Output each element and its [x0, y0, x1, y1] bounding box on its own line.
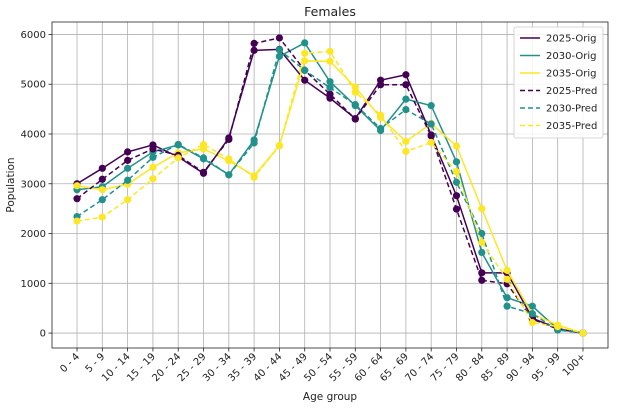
data-point — [326, 90, 334, 98]
data-point — [579, 329, 587, 337]
chart-title: Females — [304, 4, 356, 19]
series-layer — [73, 34, 587, 337]
data-point — [124, 164, 132, 172]
data-point — [503, 275, 511, 283]
data-point — [73, 217, 81, 225]
data-point — [503, 266, 511, 274]
data-point — [301, 39, 309, 47]
data-point — [250, 139, 258, 147]
data-point — [73, 195, 81, 203]
y-tick-label: 6000 — [21, 30, 46, 41]
data-point — [149, 175, 157, 183]
data-point — [452, 158, 461, 166]
data-point — [376, 124, 385, 133]
y-tick-label: 0 — [40, 329, 46, 340]
data-point — [427, 138, 435, 147]
data-point — [326, 57, 334, 65]
data-point — [275, 142, 284, 150]
data-point — [98, 175, 106, 183]
data-point — [326, 84, 334, 92]
data-point — [275, 46, 284, 54]
data-point — [149, 145, 157, 153]
legend-label: 2025-Pred — [546, 86, 597, 97]
data-point — [528, 319, 536, 327]
data-point — [149, 153, 157, 161]
data-point — [427, 102, 435, 110]
legend: 2025-Orig 2030-Orig 2035-Orig 2025-Pred 2030… — [513, 26, 604, 139]
legend-label: 2030-Orig — [546, 51, 596, 62]
data-point — [225, 171, 233, 179]
data-point — [402, 105, 410, 114]
data-point — [478, 238, 486, 247]
y-tick-label: 4000 — [21, 129, 46, 140]
data-point — [225, 155, 233, 163]
y-tick-label: 5000 — [21, 80, 46, 91]
data-point — [98, 213, 106, 221]
data-point — [73, 182, 81, 190]
data-point — [452, 205, 461, 213]
data-point — [528, 310, 536, 318]
data-point — [402, 147, 410, 156]
data-point — [402, 137, 410, 146]
data-point — [402, 81, 410, 89]
data-point — [402, 71, 410, 79]
data-point — [452, 192, 461, 200]
data-point — [452, 142, 461, 150]
data-point — [98, 196, 106, 204]
y-tick-label: 1000 — [21, 279, 46, 290]
data-point — [174, 140, 182, 149]
data-point — [402, 95, 410, 103]
data-point — [199, 168, 208, 176]
data-point — [149, 163, 157, 171]
data-point — [199, 154, 208, 162]
data-point — [351, 88, 359, 96]
data-point — [478, 248, 486, 257]
data-point — [427, 120, 435, 128]
data-point — [124, 148, 132, 156]
data-point — [478, 205, 486, 213]
data-point — [124, 176, 132, 184]
data-point — [351, 101, 359, 109]
data-point — [98, 164, 106, 172]
data-point — [478, 276, 486, 284]
data-point — [250, 39, 258, 48]
data-point — [351, 115, 359, 123]
data-point — [301, 76, 309, 84]
y-tick-label: 2000 — [21, 229, 46, 240]
data-point — [301, 49, 309, 57]
data-point — [225, 135, 233, 144]
data-point — [427, 132, 435, 140]
legend-label: 2025-Orig — [546, 34, 596, 45]
data-point — [503, 302, 511, 310]
y-axis-label: Population — [5, 157, 17, 212]
data-point — [301, 66, 309, 74]
data-point — [174, 154, 182, 162]
data-point — [554, 322, 562, 331]
y-tick-label: 3000 — [21, 179, 46, 190]
legend-label: 2035-Pred — [546, 121, 597, 132]
data-point — [199, 140, 208, 149]
data-point — [452, 168, 461, 176]
data-point — [326, 47, 334, 55]
data-point — [124, 156, 132, 164]
data-point — [452, 178, 461, 186]
data-point — [124, 196, 132, 204]
data-point — [376, 111, 385, 119]
data-point — [326, 78, 334, 86]
data-point — [250, 173, 258, 181]
legend-label: 2030-Pred — [546, 104, 597, 115]
legend-label: 2035-Orig — [546, 69, 596, 80]
data-point — [275, 34, 284, 42]
data-point — [98, 186, 106, 194]
data-point — [376, 81, 385, 89]
x-axis-label: Age group — [303, 391, 357, 403]
data-point — [528, 302, 536, 310]
